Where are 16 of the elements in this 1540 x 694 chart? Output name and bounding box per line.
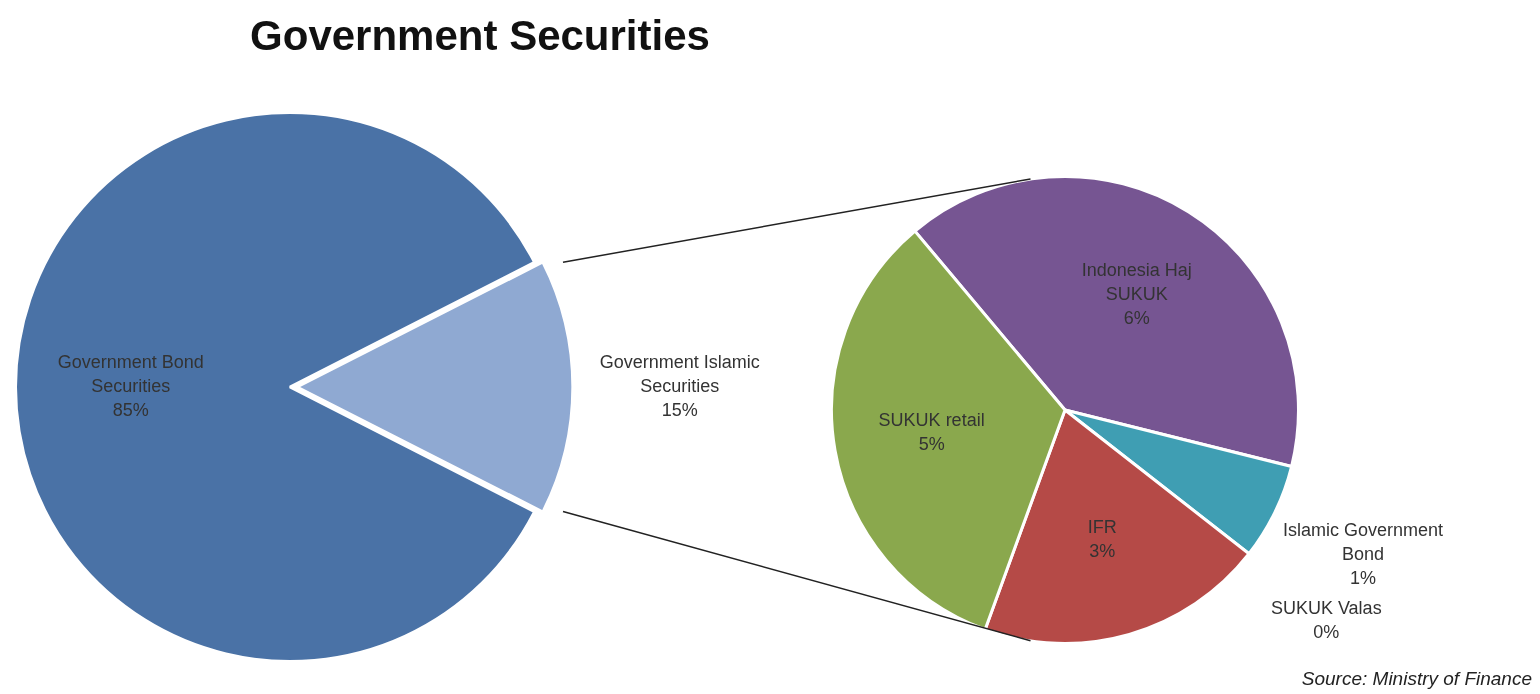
data-label: 6% <box>1123 308 1150 329</box>
slice-label: Indonesia Haj SUKUK <box>1081 260 1192 305</box>
text: 0% <box>1313 622 1340 643</box>
category-label: SUKUK Valas <box>1270 598 1382 619</box>
slice-label: Government Islamic Securities <box>599 351 760 396</box>
slice-label: Government Bond Securities <box>57 351 204 396</box>
data-label: 3% <box>1089 541 1116 562</box>
data-label: 1% <box>1350 568 1377 589</box>
slice-label: Islamic Government Bond <box>1282 520 1444 565</box>
slice-label: IFR <box>1087 517 1117 538</box>
source-note: Source: Ministry of Finance <box>1301 668 1532 690</box>
data-label: 5% <box>918 434 945 455</box>
data-label: 15% <box>661 399 698 420</box>
data-label: 85% <box>112 399 149 420</box>
slice-label: SUKUK retail <box>878 410 985 431</box>
chart-title: Government Securities <box>249 12 711 60</box>
